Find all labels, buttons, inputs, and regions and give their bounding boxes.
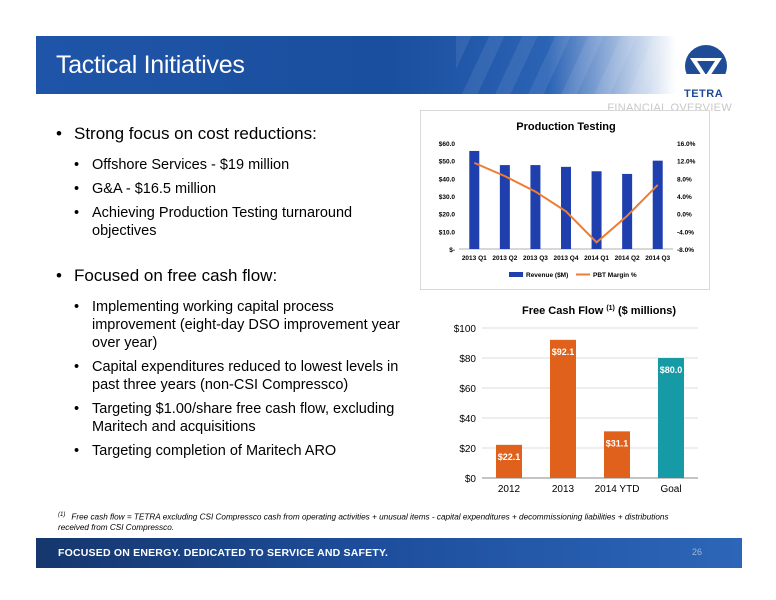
- legend-label-revenue: Revenue ($M): [526, 272, 568, 279]
- revenue-bar: [499, 165, 510, 249]
- production-testing-chart: Production Testing $- $10.0 $20.0 $30.0 $40.0…: [420, 110, 710, 290]
- fcf-bar: [604, 431, 630, 478]
- y-tick-label: $60: [459, 384, 476, 395]
- y-left-tick-label: $10.0: [439, 229, 456, 236]
- footer-tagline: FOCUSED ON ENERGY. DEDICATED TO SERVICE …: [58, 547, 389, 559]
- x-tick-label: 2014 YTD: [595, 484, 640, 495]
- y-tick-label: $20: [459, 444, 476, 455]
- y-tick-label: $40: [459, 414, 476, 425]
- bullet-free-cash-flow: Focused on free cash flow:: [56, 266, 406, 286]
- y-right-tick-label: 16.0%: [677, 141, 696, 148]
- legend-swatch-revenue: [509, 272, 523, 277]
- x-tick-label: 2013: [552, 484, 575, 495]
- y-left-tick-label: $30.0: [439, 194, 456, 201]
- revenue-bar: [469, 150, 480, 249]
- y-left-tick-label: $-: [449, 247, 455, 254]
- pbt-margin-line: [473, 161, 659, 244]
- revenue-bar: [530, 165, 541, 249]
- x-tick-label: 2013 Q4: [554, 255, 579, 262]
- y-right-tick-label: 4.0%: [677, 194, 692, 201]
- y-left-tick-label: $20.0: [439, 212, 456, 219]
- sub-bullet: Achieving Production Testing turnaround …: [74, 204, 406, 240]
- y-right-tick-label: 12.0%: [677, 159, 696, 166]
- x-tick-label: 2014 Q3: [645, 255, 670, 262]
- data-label: $92.1: [552, 347, 575, 357]
- fcf-bar: [658, 358, 684, 478]
- x-tick-label: Goal: [660, 484, 681, 495]
- fcf-bar: [496, 444, 522, 478]
- footnote-marker: (1): [58, 512, 66, 518]
- production-testing-svg: Production Testing $- $10.0 $20.0 $30.0 $40.0…: [439, 121, 696, 279]
- chart-title: Free Cash Flow (1) ($ millions): [522, 305, 676, 317]
- footnote: (1) Free cash flow = TETRA excluding CSI …: [58, 510, 698, 533]
- footer-bar: [36, 538, 742, 568]
- logo-text: TETRA: [684, 88, 724, 100]
- data-label: $31.1: [606, 438, 629, 448]
- title-bar: Tactical Initiatives: [36, 36, 676, 94]
- legend-label-pbt: PBT Margin %: [593, 272, 637, 279]
- bullet-list: Strong focus on cost reductions: Offshor…: [56, 124, 406, 466]
- x-tick-label: 2012: [498, 484, 521, 495]
- sub-bullet: Implementing working capital process imp…: [74, 298, 406, 352]
- y-left-tick-label: $40.0: [439, 176, 456, 183]
- free-cash-flow-chart: Free Cash Flow (1) ($ millions) $0 $20 $40 $…: [440, 298, 700, 503]
- x-tick-label: 2014 Q1: [584, 255, 609, 262]
- sub-bullet: Targeting completion of Maritech ARO: [74, 442, 406, 460]
- x-tick-label: 2013 Q3: [523, 255, 548, 262]
- data-label: $80.0: [660, 365, 683, 375]
- chart-title: Production Testing: [516, 121, 615, 133]
- fcf-bar: [550, 339, 576, 478]
- y-right-tick-label: -4.0%: [677, 229, 694, 236]
- revenue-bar: [591, 171, 602, 249]
- y-tick-label: $100: [454, 324, 477, 335]
- sub-bullet: Targeting $1.00/share free cash flow, ex…: [74, 400, 406, 436]
- y-tick-label: $80: [459, 354, 476, 365]
- footnote-text: Free cash flow = TETRA excluding CSI Com…: [58, 512, 669, 532]
- bullet-cost-reductions: Strong focus on cost reductions:: [56, 124, 406, 144]
- x-tick-label: 2013 Q1: [462, 255, 487, 262]
- y-tick-label: $0: [465, 474, 477, 485]
- tetra-logo-icon: [678, 45, 734, 88]
- sub-bullet: Capital expenditures reduced to lowest l…: [74, 358, 406, 394]
- page-number: 26: [692, 547, 703, 557]
- x-tick-label: 2013 Q2: [492, 255, 517, 262]
- slide-title: Tactical Initiatives: [56, 51, 245, 79]
- revenue-bar: [561, 166, 571, 249]
- y-right-tick-label: 8.0%: [677, 176, 692, 183]
- revenue-bar: [622, 173, 633, 249]
- revenue-bar: [652, 160, 663, 249]
- y-left-tick-label: $50.0: [439, 159, 456, 166]
- y-right-tick-label: -8.0%: [677, 247, 694, 254]
- y-right-tick-label: 0.0%: [677, 212, 692, 219]
- y-left-tick-label: $60.0: [439, 141, 456, 148]
- x-tick-label: 2014 Q2: [615, 255, 640, 262]
- sub-bullet: G&A - $16.5 million: [74, 180, 406, 198]
- free-cash-flow-svg: Free Cash Flow (1) ($ millions) $0 $20 $40 $…: [454, 305, 698, 495]
- data-label: $22.1: [498, 452, 521, 462]
- sub-bullet: Offshore Services - $19 million: [74, 156, 406, 174]
